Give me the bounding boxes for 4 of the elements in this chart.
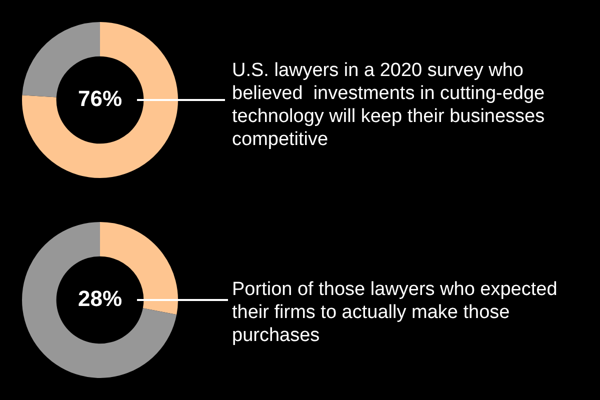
text: U.S. lawyers in a 2020 survey who believed investments in cutting-edge technology will keep their businesses competitive [232, 59, 546, 151]
text: Portion of those lawyers who expected their firms to actually make those purchases [232, 278, 558, 347]
data-label: 28% [78, 286, 122, 312]
data-label: 76% [78, 86, 122, 112]
